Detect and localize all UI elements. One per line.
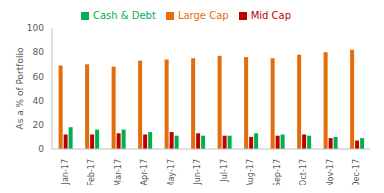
svg-text:100: 100 bbox=[27, 23, 44, 33]
svg-text:Mar-17: Mar-17 bbox=[114, 159, 123, 185]
svg-text:Jul-17: Jul-17 bbox=[220, 159, 229, 183]
svg-text:40: 40 bbox=[33, 96, 45, 106]
svg-text:20: 20 bbox=[33, 120, 45, 130]
svg-text:Aug-17: Aug-17 bbox=[246, 159, 255, 185]
svg-text:0: 0 bbox=[38, 144, 44, 154]
svg-text:Jan-17: Jan-17 bbox=[61, 159, 70, 185]
svg-text:Nov-17: Nov-17 bbox=[326, 159, 335, 185]
svg-text:As a % of Portfolio: As a % of Portfolio bbox=[15, 47, 25, 130]
svg-text:60: 60 bbox=[33, 72, 45, 82]
svg-text:Oct-17: Oct-17 bbox=[299, 159, 308, 185]
svg-text:80: 80 bbox=[33, 47, 45, 57]
html-text:Cash & Debt: Cash & Debt bbox=[92, 10, 156, 21]
svg-text:Dec-17: Dec-17 bbox=[352, 159, 361, 185]
svg-text:Apr-17: Apr-17 bbox=[140, 159, 149, 185]
svg-text:Feb-17: Feb-17 bbox=[87, 159, 96, 185]
html-text:Mid Cap: Mid Cap bbox=[250, 10, 291, 21]
svg-text:Sep-17: Sep-17 bbox=[273, 159, 282, 185]
svg-text:Jun-17: Jun-17 bbox=[193, 159, 202, 185]
svg-text:May-17: May-17 bbox=[167, 159, 176, 185]
html-text:Large Cap: Large Cap bbox=[177, 10, 229, 21]
